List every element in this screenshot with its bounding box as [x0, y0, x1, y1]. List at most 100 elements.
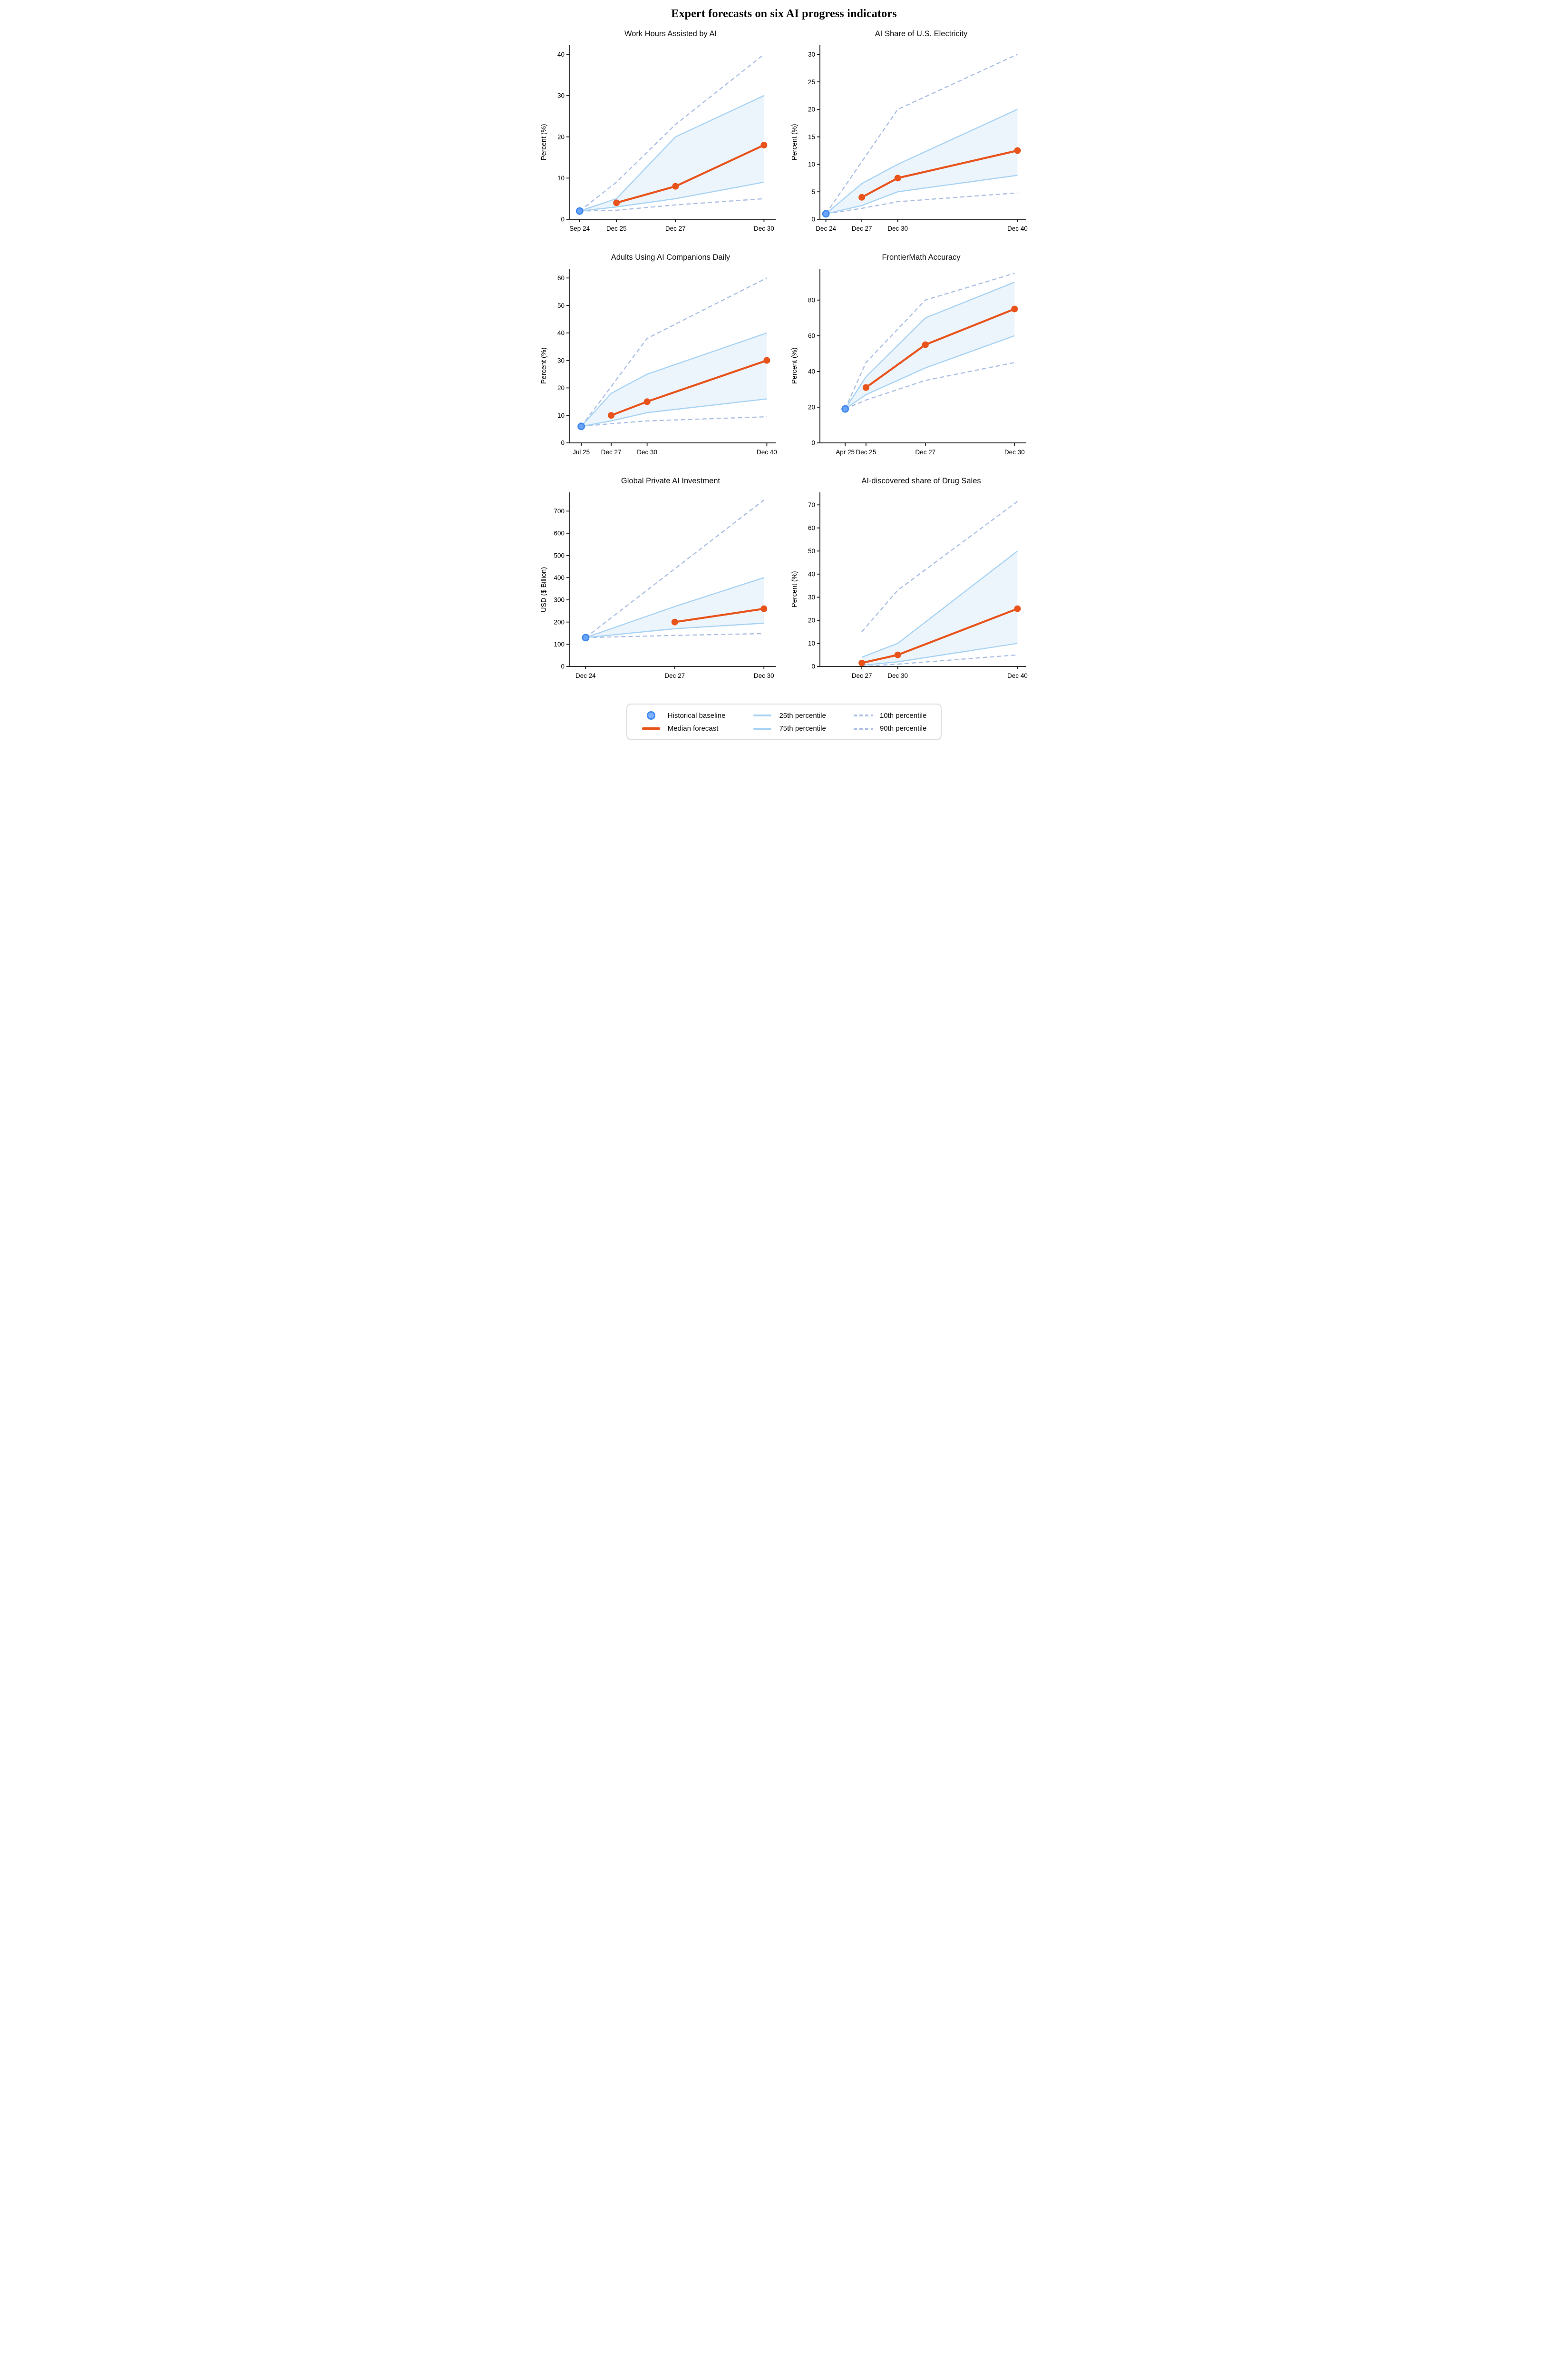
y-tick-label: 20 — [557, 384, 564, 392]
y-tick-label: 20 — [808, 106, 815, 113]
y-tick-label: 10 — [808, 161, 815, 168]
percentile-line-75th — [861, 550, 1018, 658]
median-point — [643, 398, 651, 405]
y-tick-label: 10 — [557, 412, 564, 419]
y-tick-label: 0 — [811, 440, 815, 447]
y-tick-label: 15 — [808, 133, 815, 140]
uncertainty-band — [826, 109, 1017, 214]
percentile-line-10th — [861, 654, 1017, 667]
y-tick-label: 500 — [554, 552, 565, 559]
x-tick-label: Dec 24 — [816, 225, 836, 232]
percentile-solid-line-icon — [753, 715, 772, 716]
baseline-point — [575, 207, 584, 215]
chart-ai-companions: Adults Using AI Companions Daily Percent… — [539, 251, 779, 468]
x-tick-label: Dec 27 — [665, 225, 685, 232]
percentile-line-75th — [580, 332, 767, 427]
y-tick-label: 40 — [557, 330, 564, 337]
charts-grid: Work Hours Assisted by AI Percent (%) 0 1… — [523, 27, 1045, 691]
percentile-line-25th — [585, 622, 764, 638]
legend-item-median-forecast: Median forecast — [642, 724, 726, 733]
percentile-line-25th — [581, 398, 767, 427]
percentile-line-75th — [825, 108, 1018, 215]
x-tick-label: Dec 40 — [757, 449, 777, 456]
x-tick-label: Apr 25 — [836, 449, 855, 456]
x-tick-label: Dec 40 — [1007, 672, 1028, 679]
median-point — [1011, 305, 1018, 313]
baseline-point — [577, 422, 585, 431]
median-point — [894, 175, 901, 182]
percentile-line-10th — [845, 362, 1015, 410]
uncertainty-band — [579, 96, 764, 211]
y-tick-label: 0 — [811, 663, 815, 670]
y-tick-label: 0 — [561, 216, 565, 223]
percentile-line-90th — [844, 273, 1015, 410]
y-axis-label: Percent (%) — [540, 124, 548, 161]
median-point — [672, 183, 679, 190]
chart-canvas: 0 100 200 300 400 500 600 700 Dec 24 Dec 27 Dec 30 — [554, 492, 776, 679]
legend: Historical baseline 25th percentile 10th… — [626, 704, 942, 740]
percentile-line-75th — [579, 95, 764, 212]
x-tick-label: Sep 24 — [569, 225, 590, 232]
percentile-line-10th — [585, 633, 764, 638]
y-tick-label: 5 — [811, 188, 815, 196]
legend-label: Historical baseline — [667, 711, 726, 720]
legend-item-75th-percentile: 75th percentile — [753, 724, 826, 733]
median-point — [858, 194, 865, 201]
percentile-line-10th — [579, 198, 764, 212]
y-tick-label: 0 — [811, 216, 815, 223]
percentile-line-10th — [581, 416, 767, 427]
y-tick-label: 200 — [554, 618, 565, 626]
legend-label: 75th percentile — [779, 724, 826, 733]
legend-label: 10th percentile — [879, 711, 927, 720]
x-tick-label: Dec 27 — [601, 449, 621, 456]
x-tick-label: Dec 30 — [887, 672, 908, 679]
percentile-line-75th — [585, 577, 764, 638]
percentile-line-25th — [861, 643, 1018, 666]
page-title: Expert forecasts on six AI progress indi… — [671, 8, 897, 20]
median-line — [673, 607, 765, 623]
x-tick-label: Dec 25 — [606, 225, 626, 232]
chart-canvas: 0 20 40 60 80 Apr 25 Dec 25 Dec 27 Dec 30 — [808, 269, 1026, 456]
x-tick-label: Dec 27 — [664, 672, 685, 679]
y-tick-label: 40 — [557, 51, 564, 58]
chart-title: AI-discovered share of Drug Sales — [861, 477, 981, 485]
chart-canvas: 0 10 20 30 40 50 60 Jul 25 Dec 27 Dec 30 Dec 40 — [557, 269, 777, 456]
percentile-line-90th — [825, 54, 1018, 215]
median-line-icon — [642, 727, 660, 730]
x-tick-label: Dec 27 — [915, 449, 935, 456]
y-tick-label: 30 — [557, 92, 564, 99]
chart-drug-sales: AI-discovered share of Drug Sales Percen… — [789, 474, 1030, 691]
y-tick-label: 80 — [808, 297, 815, 304]
percentile-line-90th — [585, 499, 764, 638]
x-tick-label: Dec 30 — [887, 225, 908, 232]
y-tick-label: 0 — [561, 663, 565, 670]
y-tick-label: 300 — [554, 597, 565, 604]
percentile-line-25th — [825, 175, 1018, 215]
median-point — [862, 384, 869, 391]
legend-item-25th-percentile: 25th percentile — [753, 711, 826, 720]
legend-item-90th-percentile: 90th percentile — [853, 724, 926, 733]
y-tick-label: 10 — [808, 640, 815, 647]
percentile-line-75th — [844, 282, 1015, 410]
legend-item-10th-percentile: 10th percentile — [853, 711, 927, 720]
median-point — [613, 199, 620, 206]
y-tick-label: 25 — [808, 78, 815, 86]
y-tick-label: 60 — [808, 525, 815, 532]
chart-title: Global Private AI Investment — [621, 477, 721, 485]
percentile-line-90th — [861, 501, 1018, 632]
y-tick-label: 10 — [557, 175, 564, 182]
x-tick-label: Dec 24 — [575, 672, 595, 679]
median-point — [894, 651, 901, 658]
baseline-point — [822, 210, 829, 218]
x-tick-label: Dec 30 — [1004, 449, 1024, 456]
chart-title: Adults Using AI Companions Daily — [611, 253, 730, 262]
uncertainty-band — [861, 551, 1017, 666]
legend-label: Median forecast — [667, 724, 719, 733]
x-tick-label: Jul 25 — [573, 449, 590, 456]
y-tick-label: 40 — [808, 571, 815, 578]
x-tick-label: Dec 30 — [753, 672, 774, 679]
x-tick-label: Dec 27 — [851, 672, 872, 679]
chart-title: Work Hours Assisted by AI — [624, 29, 717, 38]
x-tick-label: Dec 30 — [637, 449, 657, 456]
median-point — [763, 357, 770, 364]
